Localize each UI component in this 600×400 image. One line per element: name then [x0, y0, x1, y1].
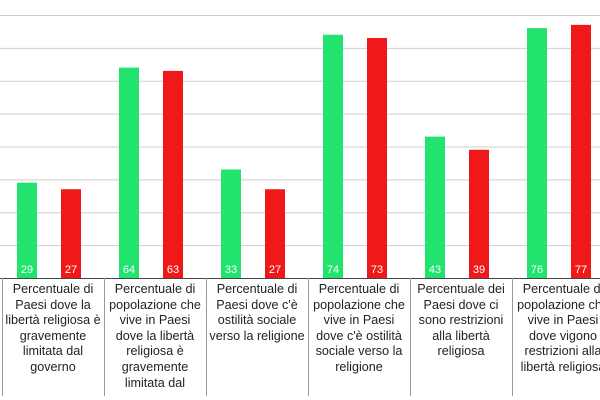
data-label: 76	[531, 264, 543, 276]
bar	[119, 67, 139, 278]
category-label: Percentuale di popolazione che vive in P…	[109, 282, 201, 392]
category-label: Percentuale di popolazione che vive in P…	[313, 282, 405, 374]
data-label: 39	[473, 264, 485, 276]
data-label: 27	[65, 264, 77, 276]
data-label: 77	[575, 264, 587, 276]
category-label: Percentuale di popolazione che vive in P…	[517, 282, 600, 374]
bar	[527, 28, 547, 279]
data-label: 63	[167, 264, 179, 276]
bar	[323, 34, 343, 278]
bar	[571, 24, 591, 278]
category-label: Percentuale di Paesi dove c'è ostilità s…	[209, 282, 305, 343]
category-label: Percentuale dei Paesi dove ci sono restr…	[417, 282, 505, 359]
bar	[265, 189, 285, 278]
bar	[367, 38, 387, 279]
data-label: 74	[327, 264, 339, 276]
bar	[17, 182, 37, 278]
bar	[61, 189, 81, 278]
data-label: 29	[21, 264, 33, 276]
data-label: 33	[225, 264, 237, 276]
bar	[221, 169, 241, 278]
category-label: Percentuale di Paesi dove la libertà rel…	[5, 282, 101, 374]
data-label: 73	[371, 264, 383, 276]
data-label: 43	[429, 264, 441, 276]
bar	[163, 70, 183, 278]
bar	[469, 149, 489, 278]
data-label: 27	[269, 264, 281, 276]
bar	[425, 136, 445, 278]
data-label: 64	[123, 264, 135, 276]
